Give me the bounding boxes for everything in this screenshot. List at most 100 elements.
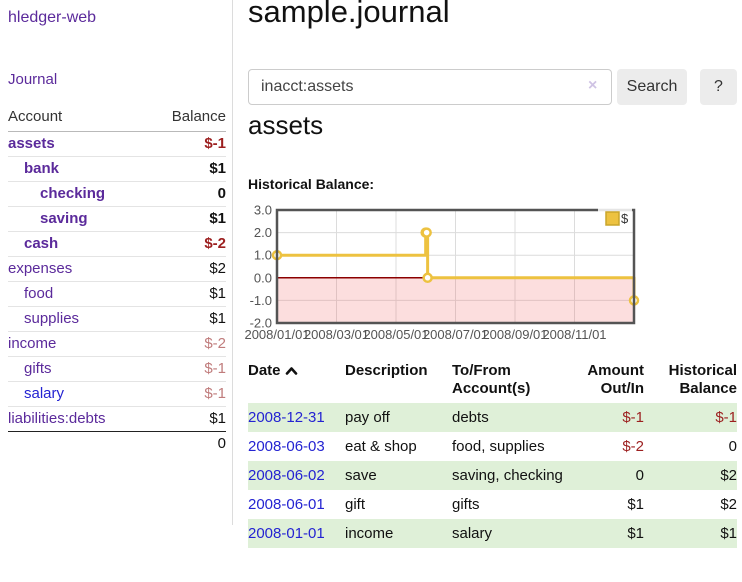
account-link[interactable]: cash <box>24 235 59 252</box>
account-link[interactable]: checking <box>40 185 106 202</box>
account-link[interactable]: income <box>8 335 57 352</box>
account-balance: $-1 <box>204 360 226 377</box>
cell-amount: $-2 <box>564 432 644 461</box>
transaction-description: save <box>345 467 377 484</box>
transaction-date-link[interactable]: 2008-06-01 <box>248 496 325 513</box>
main-content: sample.journal × Search ? assets Histori… <box>244 0 742 582</box>
svg-text:2008/05/01: 2008/05/01 <box>363 327 428 342</box>
account-balance: 0 <box>217 185 226 202</box>
search-form: × Search ? <box>248 69 742 105</box>
transaction-amount: $-1 <box>622 409 644 426</box>
accounts-table: Account Balance assets $-1 bank $1 checking 0… <box>8 106 226 456</box>
account-balance: $1 <box>209 285 226 302</box>
clear-search-icon[interactable]: × <box>588 77 598 94</box>
chart-label: Historical Balance: <box>248 176 375 192</box>
account-row-salary: salary $-1 <box>8 382 226 407</box>
cell-description: save <box>345 461 452 490</box>
transaction-accounts: gifts <box>452 496 480 513</box>
account-row-checking: checking 0 <box>8 182 226 207</box>
transaction-date-link[interactable]: 2008-01-01 <box>248 525 325 542</box>
cell-tofrom: gifts <box>452 490 564 519</box>
sidebar-item-journal[interactable]: Journal <box>8 71 58 88</box>
cell-balance: $1 <box>644 519 737 548</box>
transaction-accounts: saving, checking <box>452 467 563 484</box>
transaction-description: pay off <box>345 409 390 426</box>
svg-text:2008/07/01: 2008/07/01 <box>423 327 488 342</box>
transaction-amount: $1 <box>627 525 644 542</box>
cell-balance: $2 <box>644 461 737 490</box>
account-link[interactable]: liabilities:debts <box>8 410 106 427</box>
transaction-row: 2008-06-02 save saving, checking 0 $2 <box>248 461 737 490</box>
svg-text:3.0: 3.0 <box>254 203 272 218</box>
account-link[interactable]: gifts <box>24 360 52 377</box>
account-link[interactable]: bank <box>24 160 60 177</box>
transaction-row: 2008-06-01 gift gifts $1 $2 <box>248 490 737 519</box>
transaction-description: eat & shop <box>345 438 417 455</box>
cell-amount: $-1 <box>564 403 644 432</box>
sidebar: hledger-web Journal Account Balance asse… <box>0 0 233 525</box>
account-balance: $2 <box>209 260 226 277</box>
column-header-balance: Historical Balance <box>668 362 737 397</box>
cell-amount: $1 <box>564 519 644 548</box>
account-balance: $-2 <box>204 235 226 252</box>
account-row-expenses: expenses $2 <box>8 257 226 282</box>
account-link[interactable]: saving <box>40 210 88 227</box>
account-link[interactable]: supplies <box>24 310 80 327</box>
search-input[interactable] <box>248 69 612 105</box>
account-heading: assets <box>248 110 324 140</box>
transaction-balance: $2 <box>720 467 737 484</box>
account-row-assets: assets $-1 <box>8 132 226 157</box>
transaction-row: 2008-12-31 pay off debts $-1 $-1 <box>248 403 737 432</box>
transactions-table: Date Description To/From Account(s) Amou… <box>248 358 737 548</box>
transaction-accounts: salary <box>452 525 493 542</box>
cell-description: pay off <box>345 403 452 432</box>
historical-balance-chart: $3.0 2.0 1.0 0.0 -1.0 -2.02008/01/012008/03/0… <box>244 203 640 342</box>
account-balance: $1 <box>209 210 226 227</box>
cell-description: gift <box>345 490 452 519</box>
transaction-amount: $1 <box>627 496 644 513</box>
svg-text:0.0: 0.0 <box>254 270 272 285</box>
cell-description: eat & shop <box>345 432 452 461</box>
transaction-balance: $-1 <box>715 409 737 426</box>
account-link[interactable]: salary <box>24 385 65 402</box>
account-link[interactable]: expenses <box>8 260 73 277</box>
account-balance: $1 <box>209 160 226 177</box>
account-balance: $-1 <box>204 135 226 152</box>
search-button[interactable]: Search <box>617 69 687 105</box>
app-title-link[interactable]: hledger-web <box>8 9 97 26</box>
account-link[interactable]: food <box>24 285 54 302</box>
column-header-tofrom: To/From Account(s) <box>452 362 531 397</box>
transaction-accounts: debts <box>452 409 489 426</box>
transaction-date-link[interactable]: 2008-06-02 <box>248 467 325 484</box>
svg-text:-1.0: -1.0 <box>250 293 272 308</box>
account-balance: $-2 <box>204 335 226 352</box>
account-row-gifts: gifts $-1 <box>8 357 226 382</box>
transaction-date-link[interactable]: 2008-12-31 <box>248 409 325 426</box>
cell-date: 2008-01-01 <box>248 519 345 548</box>
transaction-balance: $2 <box>720 496 737 513</box>
svg-text:2.0: 2.0 <box>254 225 272 240</box>
cell-date: 2008-06-03 <box>248 432 345 461</box>
account-row-income: income $-2 <box>8 332 226 357</box>
cell-description: income <box>345 519 452 548</box>
account-row-bank: bank $1 <box>8 157 226 182</box>
help-button[interactable]: ? <box>700 69 737 105</box>
accounts-header-balance: Balance <box>171 108 226 125</box>
cell-balance: $2 <box>644 490 737 519</box>
account-link[interactable]: assets <box>8 135 55 152</box>
svg-text:2008/09/01: 2008/09/01 <box>482 327 547 342</box>
transaction-row: 2008-01-01 income salary $1 $1 <box>248 519 737 548</box>
accounts-total-row: 0 <box>8 431 226 456</box>
cell-tofrom: food, supplies <box>452 432 564 461</box>
svg-text:1.0: 1.0 <box>254 248 272 263</box>
account-row-saving: saving $1 <box>8 207 226 232</box>
accounts-header-account: Account <box>8 108 63 125</box>
sort-ascending-icon <box>285 363 298 381</box>
account-balance: $-1 <box>204 385 226 402</box>
svg-text:2008/11/01: 2008/11/01 <box>542 327 606 342</box>
column-header-date[interactable]: Date <box>248 358 345 403</box>
date-header-label: Date <box>248 362 281 379</box>
account-balance: $1 <box>209 310 226 327</box>
cell-amount: 0 <box>564 461 644 490</box>
transaction-date-link[interactable]: 2008-06-03 <box>248 438 325 455</box>
